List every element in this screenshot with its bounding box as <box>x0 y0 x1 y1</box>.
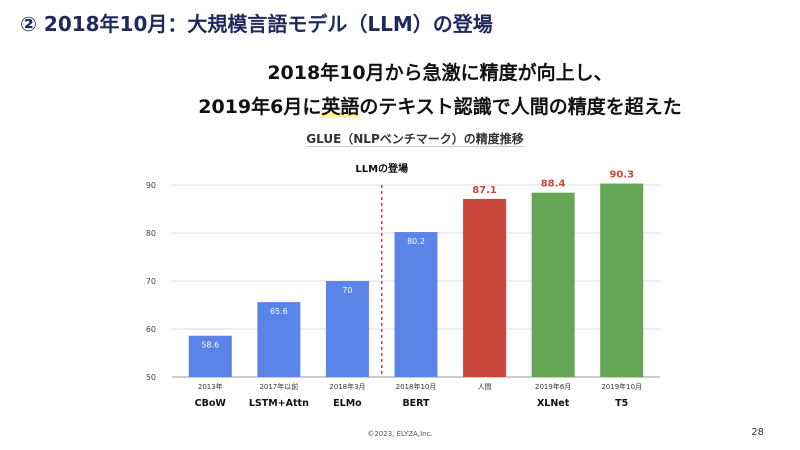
bar <box>394 232 438 377</box>
bar <box>531 192 575 377</box>
subtitle-line-1: 2018年10月から急激に精度が向上し、 <box>267 62 613 84</box>
bar <box>600 183 644 377</box>
data-label: 65.6 <box>270 307 288 316</box>
bar <box>257 302 301 377</box>
data-label: 88.4 <box>541 179 566 190</box>
y-tick-label: 70 <box>146 277 156 286</box>
x-tick-label: 2017年以前 <box>259 382 298 391</box>
y-tick-label: 80 <box>146 229 156 238</box>
subtitle-highlight: 英語 <box>321 96 360 118</box>
bar <box>463 198 507 377</box>
slide-title: ② 2018年10月：大規模言語モデル（LLM）の登場 <box>20 12 493 36</box>
model-name: XLNet <box>537 398 570 409</box>
bar <box>188 335 232 377</box>
data-label: 80.2 <box>407 237 425 246</box>
x-tick-label: 2019年10月 <box>601 382 642 391</box>
x-tick-label: 2018年10月 <box>396 382 437 391</box>
data-label: 87.1 <box>472 185 497 196</box>
model-name: ELMo <box>333 398 362 409</box>
chart-title: GLUE（NLPベンチマーク）の精度推移 <box>306 132 524 147</box>
y-tick-label: 60 <box>146 325 156 334</box>
model-name: BERT <box>402 398 430 409</box>
y-tick-label: 90 <box>146 181 156 190</box>
annotation-label: LLMの登場 <box>355 162 408 175</box>
chart-title-wrap: GLUE（NLPベンチマーク）の精度推移 <box>0 130 800 147</box>
page-number: 28 <box>751 427 764 438</box>
data-label: 90.3 <box>609 170 634 181</box>
subtitle-pre: 2019年6月に <box>198 96 322 118</box>
copyright: ©2023, ELYZA,Inc. <box>367 430 433 438</box>
subtitle-line-2: 2019年6月に英語のテキスト認識で人間の精度を超えた <box>0 92 800 119</box>
model-name: LSTM+Attn <box>249 398 309 409</box>
data-label: 70 <box>342 286 352 295</box>
bar <box>325 281 369 377</box>
x-tick-label: 2019年6月 <box>535 382 571 391</box>
data-label: 58.6 <box>201 341 219 350</box>
model-name: CBoW <box>195 398 227 409</box>
x-tick-label: 人間 <box>478 383 492 391</box>
subtitle-post: のテキスト認識で人間の精度を超えた <box>359 96 682 118</box>
model-name: T5 <box>615 398 628 409</box>
y-tick-label: 50 <box>146 373 156 382</box>
x-tick-label: 2018年3月 <box>329 382 365 391</box>
x-tick-label: 2013年 <box>198 382 223 391</box>
